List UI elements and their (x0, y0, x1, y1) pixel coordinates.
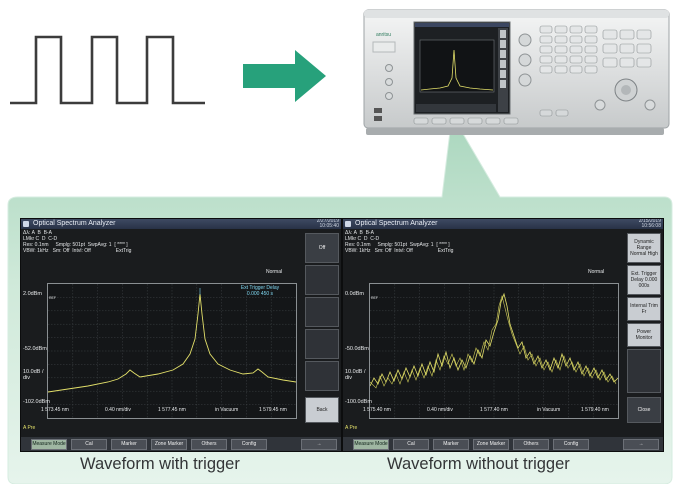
x-start: 1 575.40 nm (363, 407, 391, 413)
next-page-button[interactable]: → (623, 439, 659, 450)
x-stop: 1 579.45 nm (259, 407, 287, 413)
spectrum-analyzer-instrument: anritsu (363, 9, 670, 135)
measurement-info: Δλ: A B B-A LMkr C D C-D Res: 0.1nm Smpl… (23, 230, 132, 254)
window-titlebar: Optical Spectrum Analyzer (343, 219, 663, 229)
x-medium: in Vacuum (215, 407, 239, 413)
trigger-delay-label: Ext Trigger Delay (240, 285, 280, 291)
footer-status: A Pre (23, 425, 36, 431)
level-bottom: -100.0dBm (345, 399, 372, 405)
off-button[interactable]: Off (305, 233, 339, 263)
x-start: 1 573.45 nm (41, 407, 69, 413)
display-mode: Normal (588, 269, 605, 275)
next-page-button[interactable]: → (301, 439, 337, 450)
spectrum-plot (47, 283, 297, 419)
config-button[interactable]: Config (553, 439, 589, 450)
x-center: 1 577.45 nm (158, 407, 186, 413)
x-span: 0.40 nm/div (105, 407, 131, 413)
level-bottom: -102.0dBm (23, 399, 50, 405)
level-mid: -50.0dBm (345, 346, 369, 352)
side-slot (305, 329, 339, 359)
spectrum-trace (370, 292, 618, 387)
others-button[interactable]: Others (513, 439, 549, 450)
footer-status: A Pre (345, 425, 358, 431)
side-slot (627, 349, 661, 393)
level-top: 0.0dBm (345, 291, 364, 297)
spectrum-trace (48, 293, 296, 393)
ext-trigger-delay-button[interactable]: Ext. Trigger Delay 0.000 000s (627, 265, 661, 295)
internal-trim-button[interactable]: Internal Trim Fr (627, 297, 661, 321)
display-mode: Normal (266, 269, 283, 275)
app-icon (345, 221, 351, 227)
cal-button[interactable]: Cal (393, 439, 429, 450)
zone-marker-button[interactable]: Zone Marker (151, 439, 187, 450)
svg-text:anritsu: anritsu (376, 32, 391, 38)
cal-button[interactable]: Cal (71, 439, 107, 450)
others-button[interactable]: Others (191, 439, 227, 450)
x-span: 0.40 nm/div (427, 407, 453, 413)
spectrum-plot (369, 283, 619, 419)
arrow-right-icon: → (316, 441, 322, 447)
ref-label: REF (371, 296, 378, 300)
marker-button[interactable]: Marker (433, 439, 469, 450)
datetime: 2/27/2019 10:05:40 (316, 218, 339, 229)
power-monitor-button[interactable]: Power Monitor (627, 323, 661, 347)
close-button[interactable]: Close (627, 397, 661, 423)
scale-per-div: 10.0dB / div (345, 369, 366, 381)
trigger-delay-value: 0.000 450 s (246, 291, 274, 297)
measurement-info: Δλ: A B B-A LMkr C D C-D Res: 0.1nm Smpl… (345, 230, 454, 254)
level-mid: -52.0dBm (23, 346, 47, 352)
scale-per-div: 10.0dB / div (23, 369, 44, 381)
side-slot (305, 265, 339, 295)
ref-label: REF (49, 296, 56, 300)
app-icon (23, 221, 29, 227)
bottom-menu: Measure Mode Cal Marker Zone Marker Othe… (21, 437, 341, 451)
caption-with-trigger: Waveform with trigger (80, 455, 240, 473)
zone-marker-button[interactable]: Zone Marker (473, 439, 509, 450)
screen-without-trigger: Optical Spectrum Analyzer 2/15/2019 10:5… (342, 218, 664, 452)
measure-mode-button[interactable]: Measure Mode (353, 439, 389, 450)
side-slot (305, 297, 339, 327)
x-center: 1 577.40 nm (480, 407, 508, 413)
side-slot (305, 361, 339, 391)
pulse-waveform (10, 35, 205, 105)
dynamic-range-button[interactable]: Dynamic Range Normal High (627, 233, 661, 263)
window-title: Optical Spectrum Analyzer (33, 220, 116, 227)
window-titlebar: Optical Spectrum Analyzer (21, 219, 341, 229)
level-top: 2.0dBm (23, 291, 42, 297)
arrow-icon (243, 50, 326, 102)
x-stop: 1 579.40 nm (581, 407, 609, 413)
window-title: Optical Spectrum Analyzer (355, 220, 438, 227)
screen-with-trigger: Optical Spectrum Analyzer 2/27/2019 10:0… (20, 218, 342, 452)
back-button[interactable]: Back (305, 397, 339, 423)
arrow-right-icon: → (638, 441, 644, 447)
config-button[interactable]: Config (231, 439, 267, 450)
caption-without-trigger: Waveform without trigger (387, 455, 570, 473)
x-medium: in Vacuum (537, 407, 561, 413)
marker-button[interactable]: Marker (111, 439, 147, 450)
bottom-menu: Measure Mode Cal Marker Zone Marker Othe… (343, 437, 663, 451)
datetime: 2/15/2019 10:56:08 (638, 218, 661, 229)
measure-mode-button[interactable]: Measure Mode (31, 439, 67, 450)
